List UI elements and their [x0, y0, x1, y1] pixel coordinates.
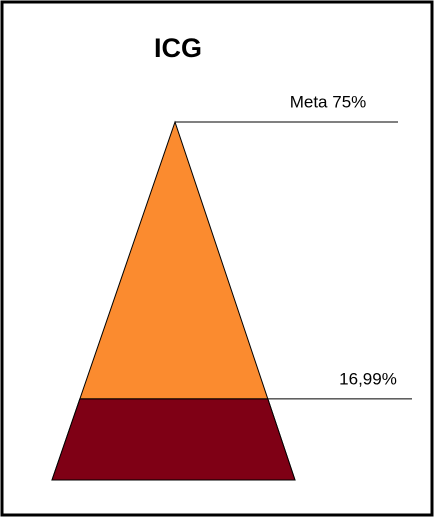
target-label: Meta 75%: [290, 92, 367, 111]
value-label: 16,99%: [339, 369, 397, 388]
value-fill: [51, 398, 296, 481]
chart-title: ICG: [154, 33, 202, 63]
